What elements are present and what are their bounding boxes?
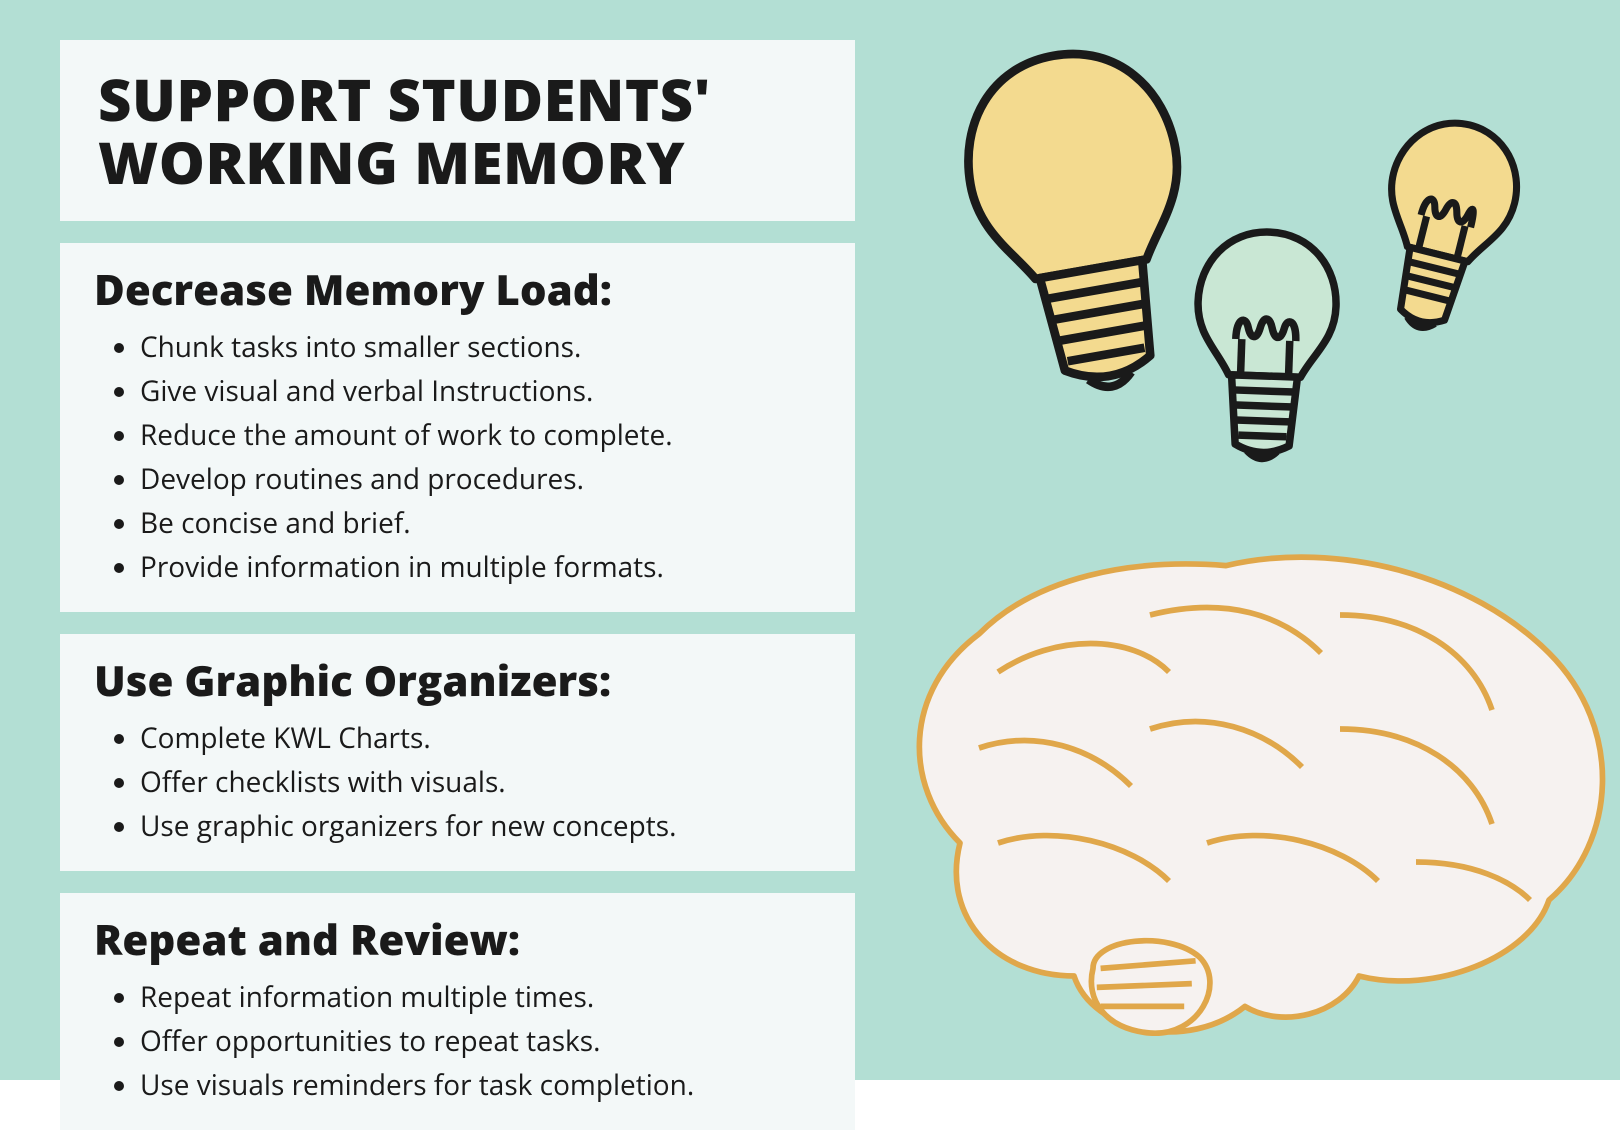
infographic-canvas: SUPPORT STUDENTS' WORKING MEMORY Decreas…	[0, 0, 1620, 1080]
lightbulb-small-icon	[1325, 93, 1555, 395]
text-column: SUPPORT STUDENTS' WORKING MEMORY Decreas…	[0, 0, 875, 1080]
section-heading: Use Graphic Organizers:	[94, 652, 827, 709]
list-item: Be concise and brief.	[140, 502, 827, 544]
lightbulb-medium-icon	[1170, 217, 1360, 508]
section-heading: Decrease Memory Load:	[94, 261, 827, 318]
bullet-list: Chunk tasks into smaller sections. Give …	[140, 326, 827, 588]
list-item: Give visual and verbal Instructions.	[140, 370, 827, 412]
section-graphic-organizers: Use Graphic Organizers: Complete KWL Cha…	[60, 634, 855, 871]
illustration-column	[875, 0, 1620, 1080]
list-item: Offer checklists with visuals.	[140, 761, 827, 803]
brain-icon	[865, 520, 1620, 1090]
list-item: Complete KWL Charts.	[140, 717, 827, 759]
list-item: Use visuals reminders for task completio…	[140, 1064, 827, 1106]
title-card: SUPPORT STUDENTS' WORKING MEMORY	[60, 40, 855, 221]
section-repeat-review: Repeat and Review: Repeat information mu…	[60, 893, 855, 1130]
list-item: Reduce the amount of work to complete.	[140, 414, 827, 456]
list-item: Chunk tasks into smaller sections.	[140, 326, 827, 368]
section-heading: Repeat and Review:	[94, 911, 827, 968]
main-title: SUPPORT STUDENTS' WORKING MEMORY	[98, 68, 827, 193]
list-item: Use graphic organizers for new concepts.	[140, 805, 827, 847]
list-item: Provide information in multiple formats.	[140, 546, 827, 588]
section-decrease-memory-load: Decrease Memory Load: Chunk tasks into s…	[60, 243, 855, 612]
bullet-list: Complete KWL Charts. Offer checklists wi…	[140, 717, 827, 847]
bullet-list: Repeat information multiple times. Offer…	[140, 976, 827, 1106]
list-item: Repeat information multiple times.	[140, 976, 827, 1018]
list-item: Develop routines and procedures.	[140, 458, 827, 500]
list-item: Offer opportunities to repeat tasks.	[140, 1020, 827, 1062]
